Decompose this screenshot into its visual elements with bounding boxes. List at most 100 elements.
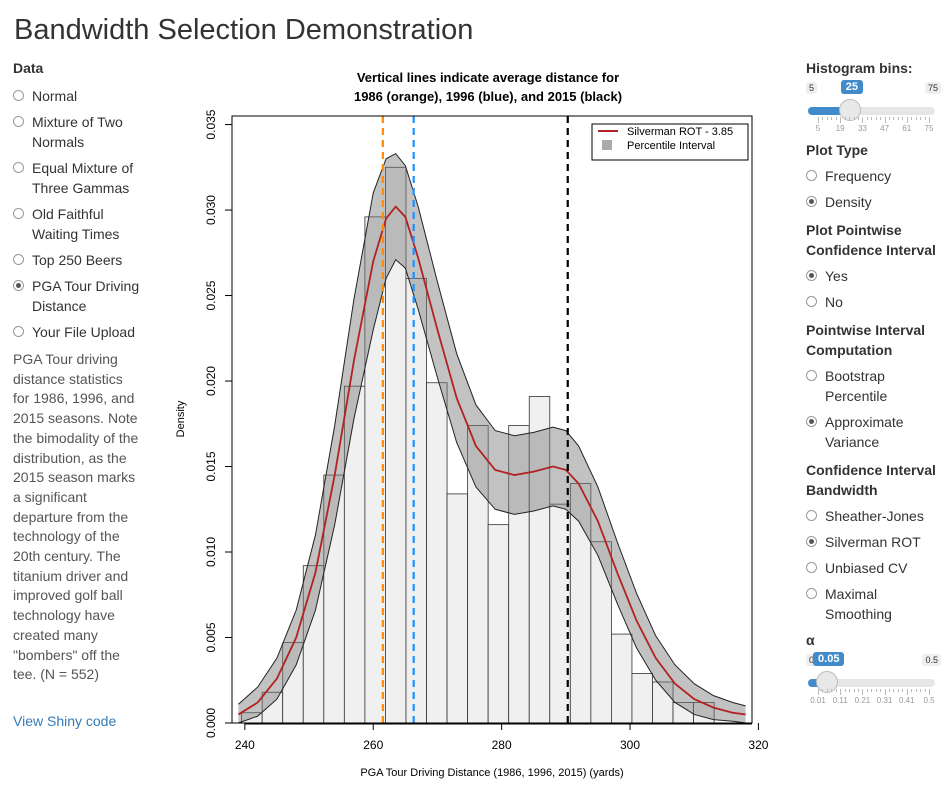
y-tick-label: 0.020	[204, 366, 218, 396]
radio-button[interactable]	[806, 510, 817, 521]
slider-tick	[929, 689, 930, 695]
y-tick-label: 0.035	[204, 109, 218, 139]
slider-tick	[897, 117, 899, 120]
slider-tick	[924, 689, 926, 692]
y-axis-title: Density	[175, 400, 187, 437]
slider-tick	[866, 689, 868, 692]
radio-button[interactable]	[806, 536, 817, 547]
histogram-bins-slider[interactable]: 5 75 25 5 19 33 47 61 75	[806, 80, 941, 134]
histogram-bar	[405, 278, 427, 724]
y-tick-label: 0.015	[204, 451, 218, 481]
radio-button[interactable]	[13, 90, 24, 101]
radio-button[interactable]	[13, 116, 24, 127]
radio-button[interactable]	[806, 170, 817, 181]
radio-label: Silverman ROT	[825, 534, 921, 550]
pointwise-ci-option-no[interactable]: No	[806, 292, 941, 312]
slider-handle[interactable]	[816, 671, 839, 693]
slider-tick	[897, 689, 899, 692]
view-shiny-code-link[interactable]: View Shiny code	[13, 713, 117, 729]
slider-track[interactable]	[808, 107, 935, 115]
slider-handle[interactable]	[838, 99, 861, 121]
radio-button[interactable]	[13, 208, 24, 219]
slider-tick	[840, 117, 842, 123]
x-tick-label: 280	[492, 738, 512, 752]
slider-tick	[818, 117, 819, 123]
data-option-old-faithful-waiting-times[interactable]: Old Faithful Waiting Times	[13, 204, 143, 244]
slider-tick	[840, 689, 842, 695]
ci-bandwidth-option-maximal-smoothing[interactable]: Maximal Smoothing	[806, 584, 941, 624]
histogram-bar	[631, 673, 653, 724]
slider-tick	[857, 689, 859, 692]
radio-button[interactable]	[806, 296, 817, 307]
radio-label: Maximal Smoothing	[825, 586, 892, 622]
data-option-top-250-beers[interactable]: Top 250 Beers	[13, 250, 143, 270]
pointwise-ci-option-yes[interactable]: Yes	[806, 266, 941, 286]
radio-label: Equal Mixture of Three Gammas	[32, 160, 134, 196]
slider-tick	[862, 689, 864, 695]
slider-tick-label: 0.31	[876, 696, 893, 705]
confidence-upper-line	[238, 152, 746, 707]
slider-tick	[871, 117, 873, 120]
radio-button[interactable]	[806, 370, 817, 381]
slider-tick	[826, 689, 828, 692]
radio-button[interactable]	[13, 280, 24, 291]
slider-tick-label: 0.21	[854, 696, 871, 705]
radio-button[interactable]	[806, 270, 817, 281]
slider-tick	[915, 689, 917, 692]
slider-tick-label: 0.41	[899, 696, 915, 705]
data-option-pga-tour-driving-distance[interactable]: PGA Tour Driving Distance	[13, 276, 143, 316]
x-tick-label: 240	[235, 738, 255, 752]
data-option-mixture-of-two-normals[interactable]: Mixture of Two Normals	[13, 112, 143, 152]
ci-bandwidth-radio-group: Sheather-Jones Silverman ROT Unbiased CV Ma…	[806, 506, 941, 624]
data-option-your-file-upload[interactable]: Your File Upload	[13, 322, 143, 342]
pointwise-ci-radio-group: Yes No	[806, 266, 941, 312]
slider-tick	[818, 689, 819, 695]
confidence-lower-line	[238, 258, 746, 724]
slider-tick	[929, 117, 930, 123]
data-panel: Data Normal Mixture of Two Normals Equal M…	[13, 60, 143, 685]
radio-label: Mixture of Two Normals	[32, 114, 123, 150]
histogram-bar	[426, 382, 448, 724]
slider-tick	[835, 117, 837, 120]
alpha-slider[interactable]: 0.010.50.050.010.110.210.310.410.5	[806, 652, 941, 706]
slider-tick	[884, 689, 886, 695]
radio-label: Normal	[32, 88, 78, 104]
slider-tick	[857, 117, 859, 120]
interval-option-bootstrap-percentile[interactable]: Bootstrap Percentile	[806, 366, 941, 406]
slider-track[interactable]	[808, 679, 935, 687]
slider-tick-label: 0.11	[832, 696, 848, 705]
slider-max-label: 0.5	[922, 654, 941, 666]
slider-fill	[808, 107, 850, 115]
histogram-bar	[446, 493, 469, 724]
plot-type-option-density[interactable]: Density	[806, 192, 941, 212]
radio-label: Yes	[825, 268, 848, 284]
radio-button[interactable]	[806, 196, 817, 207]
slider-tick	[893, 117, 895, 120]
slider-tick	[920, 117, 922, 120]
interval-option-approximate-variance[interactable]: Approximate Variance	[806, 412, 941, 452]
ci-bandwidth-option-unbiased-cv[interactable]: Unbiased CV	[806, 558, 941, 578]
plot-type-option-frequency[interactable]: Frequency	[806, 166, 941, 186]
slider-tick	[862, 117, 864, 123]
slider-tick-label: 61	[902, 124, 912, 133]
radio-button[interactable]	[806, 588, 817, 599]
data-option-equal-mixture-of-three-gammas[interactable]: Equal Mixture of Three Gammas	[13, 158, 143, 198]
radio-button[interactable]	[13, 254, 24, 265]
radio-button[interactable]	[13, 326, 24, 337]
y-tick-label: 0.005	[204, 622, 218, 652]
y-tick-label: 0.010	[204, 537, 218, 567]
radio-button[interactable]	[806, 416, 817, 427]
radio-button[interactable]	[806, 562, 817, 573]
radio-label: Bootstrap Percentile	[825, 368, 888, 404]
slider-tick	[866, 117, 868, 120]
ci-bandwidth-option-sheather-jones[interactable]: Sheather-Jones	[806, 506, 941, 526]
slider-tick	[889, 689, 891, 692]
slider-tick-label: 5	[815, 124, 821, 133]
slider-tick	[880, 689, 882, 692]
slider-max-label: 75	[924, 82, 941, 94]
data-option-normal[interactable]: Normal	[13, 86, 143, 106]
slider-tick-label: 19	[835, 124, 845, 133]
slider-tick	[849, 117, 851, 120]
ci-bandwidth-option-silverman-rot[interactable]: Silverman ROT	[806, 532, 941, 552]
radio-button[interactable]	[13, 162, 24, 173]
